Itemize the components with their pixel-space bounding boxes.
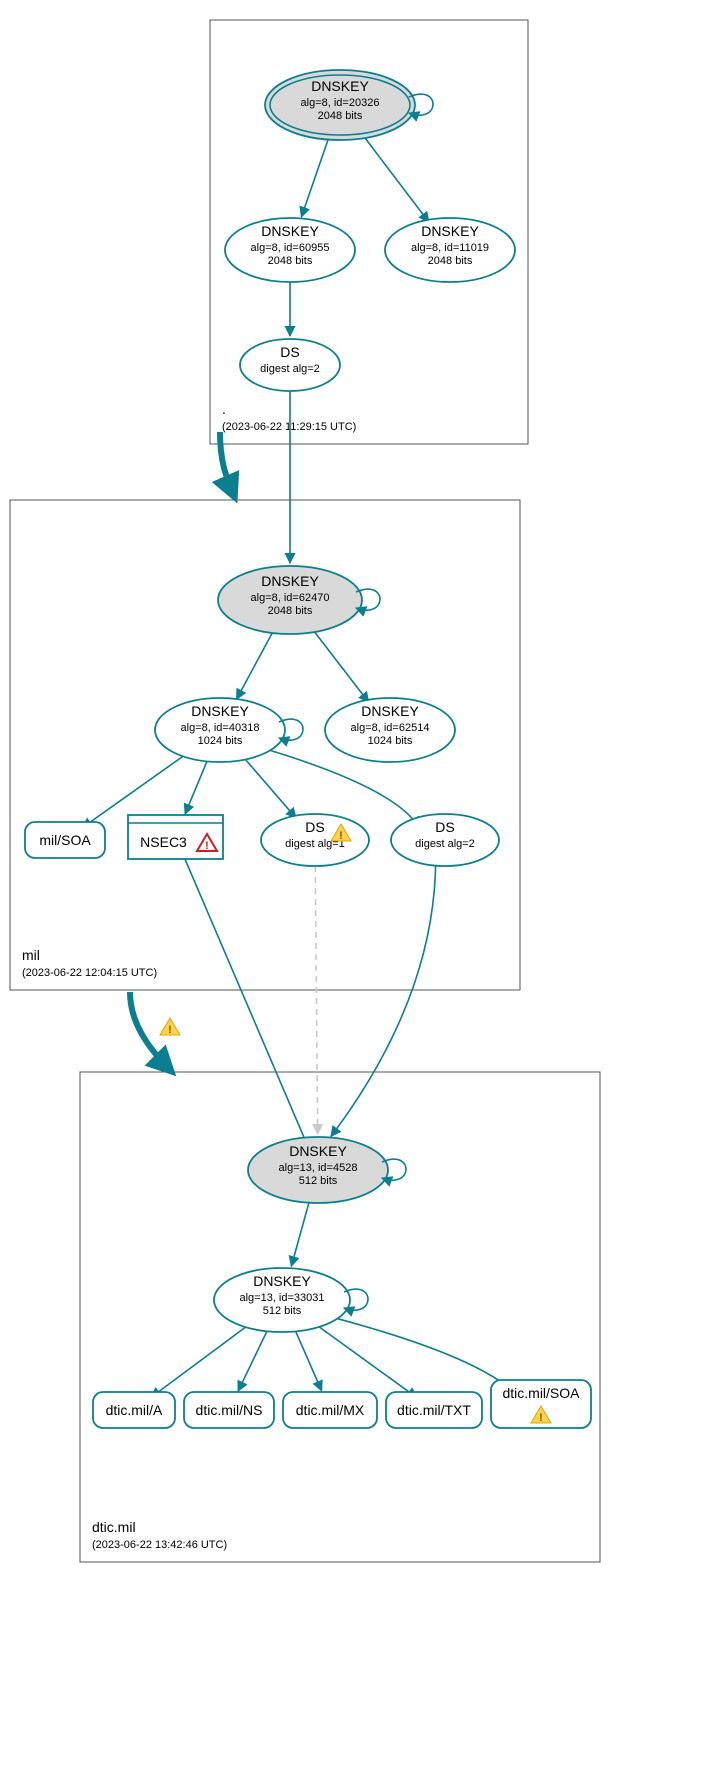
node-subtitle: 2048 bits [318, 110, 363, 122]
node-title: DNSKEY [289, 1143, 347, 1159]
edge [295, 1329, 322, 1390]
edge [301, 138, 328, 217]
edge [311, 627, 369, 702]
node-title: dtic.mil/TXT [397, 1402, 471, 1418]
svg-text:!: ! [539, 1412, 543, 1424]
edge [308, 1319, 417, 1398]
node-title: DS [280, 344, 299, 360]
node-dtic_soa[interactable]: dtic.mil/SOA! [491, 1380, 591, 1428]
node-subtitle: digest alg=2 [415, 838, 475, 850]
edge [361, 133, 429, 222]
node-root_ds[interactable]: DS digest alg=2 [240, 339, 340, 391]
node-title: NSEC3 [140, 834, 187, 850]
zone-timestamp: (2023-06-22 13:42:46 UTC) [92, 1539, 227, 1551]
node-dtic_ksk[interactable]: DNSKEY alg=13, id=4528512 bits [248, 1137, 406, 1203]
node-mil_zsk2[interactable]: DNSKEY alg=8, id=625141024 bits [325, 698, 455, 762]
node-mil_nsec3[interactable]: NSEC3! [128, 815, 223, 859]
node-title: DS [435, 819, 454, 835]
edge [315, 866, 317, 1134]
node-subtitle: 512 bits [299, 1175, 338, 1187]
svg-text:!: ! [205, 840, 209, 852]
node-subtitle: 1024 bits [198, 735, 243, 747]
node-mil_ksk[interactable]: DNSKEY alg=8, id=624702048 bits [218, 566, 380, 634]
edge [291, 1202, 309, 1266]
edge [237, 630, 274, 699]
node-dtic_a[interactable]: dtic.mil/A [93, 1392, 175, 1428]
node-subtitle: 2048 bits [268, 255, 313, 267]
node-title: DNSKEY [191, 703, 249, 719]
delegation-edge [220, 432, 235, 498]
edge [238, 1329, 268, 1391]
node-title: mil/SOA [39, 832, 91, 848]
node-title: DNSKEY [361, 703, 419, 719]
edge [184, 857, 304, 1137]
edge [312, 1312, 516, 1394]
node-subtitle: alg=8, id=62470 [251, 592, 330, 604]
node-subtitle: alg=8, id=40318 [181, 722, 260, 734]
zone-timestamp: (2023-06-22 11:29:15 UTC) [222, 421, 356, 433]
node-dtic_ns[interactable]: dtic.mil/NS [184, 1392, 274, 1428]
svg-text:!: ! [168, 1024, 172, 1036]
node-mil_ds1[interactable]: DSdigest alg=1! [261, 814, 369, 866]
edges: ! [82, 133, 516, 1398]
node-root_ksk[interactable]: DNSKEY alg=8, id=203262048 bits [265, 70, 433, 140]
node-dtic_zsk[interactable]: DNSKEY alg=13, id=33031512 bits [214, 1268, 368, 1332]
edge [331, 864, 436, 1136]
node-subtitle: digest alg=2 [260, 363, 320, 375]
node-subtitle: alg=13, id=4528 [279, 1162, 358, 1174]
node-title: dtic.mil/SOA [502, 1385, 580, 1401]
node-mil_zsk1[interactable]: DNSKEY alg=8, id=403181024 bits [155, 698, 303, 762]
node-subtitle: alg=13, id=33031 [239, 1292, 324, 1304]
node-title: DS [305, 819, 324, 835]
svg-text:!: ! [339, 830, 343, 842]
node-subtitle: 2048 bits [268, 605, 313, 617]
node-title: DNSKEY [261, 223, 319, 239]
zone-timestamp: (2023-06-22 12:04:15 UTC) [22, 967, 157, 979]
node-mil_soa[interactable]: mil/SOA [25, 822, 105, 858]
node-title: DNSKEY [261, 573, 319, 589]
zone-label: dtic.mil [92, 1519, 136, 1535]
node-mil_ds2[interactable]: DS digest alg=2 [391, 814, 499, 866]
node-title: DNSKEY [253, 1273, 311, 1289]
node-subtitle: 2048 bits [428, 255, 473, 267]
node-dtic_txt[interactable]: dtic.mil/TXT [386, 1392, 482, 1428]
node-root_zsk1[interactable]: DNSKEY alg=8, id=609552048 bits [225, 218, 355, 282]
node-subtitle: alg=8, id=20326 [301, 97, 380, 109]
node-subtitle: 1024 bits [368, 735, 413, 747]
node-title: dtic.mil/NS [196, 1402, 263, 1418]
node-title: DNSKEY [311, 78, 369, 94]
node-root_zsk2[interactable]: DNSKEY alg=8, id=110192048 bits [385, 218, 515, 282]
node-subtitle: alg=8, id=62514 [351, 722, 430, 734]
edge [241, 754, 296, 818]
zone-label: . [222, 401, 226, 417]
zone-label: mil [22, 947, 40, 963]
edge [185, 760, 208, 814]
node-title: DNSKEY [421, 223, 479, 239]
node-subtitle: alg=8, id=60955 [251, 242, 330, 254]
node-subtitle: 512 bits [263, 1305, 302, 1317]
node-subtitle: alg=8, id=11019 [411, 242, 489, 254]
node-title: dtic.mil/MX [296, 1402, 365, 1418]
node-title: dtic.mil/A [106, 1402, 163, 1418]
node-dtic_mx[interactable]: dtic.mil/MX [283, 1392, 377, 1428]
